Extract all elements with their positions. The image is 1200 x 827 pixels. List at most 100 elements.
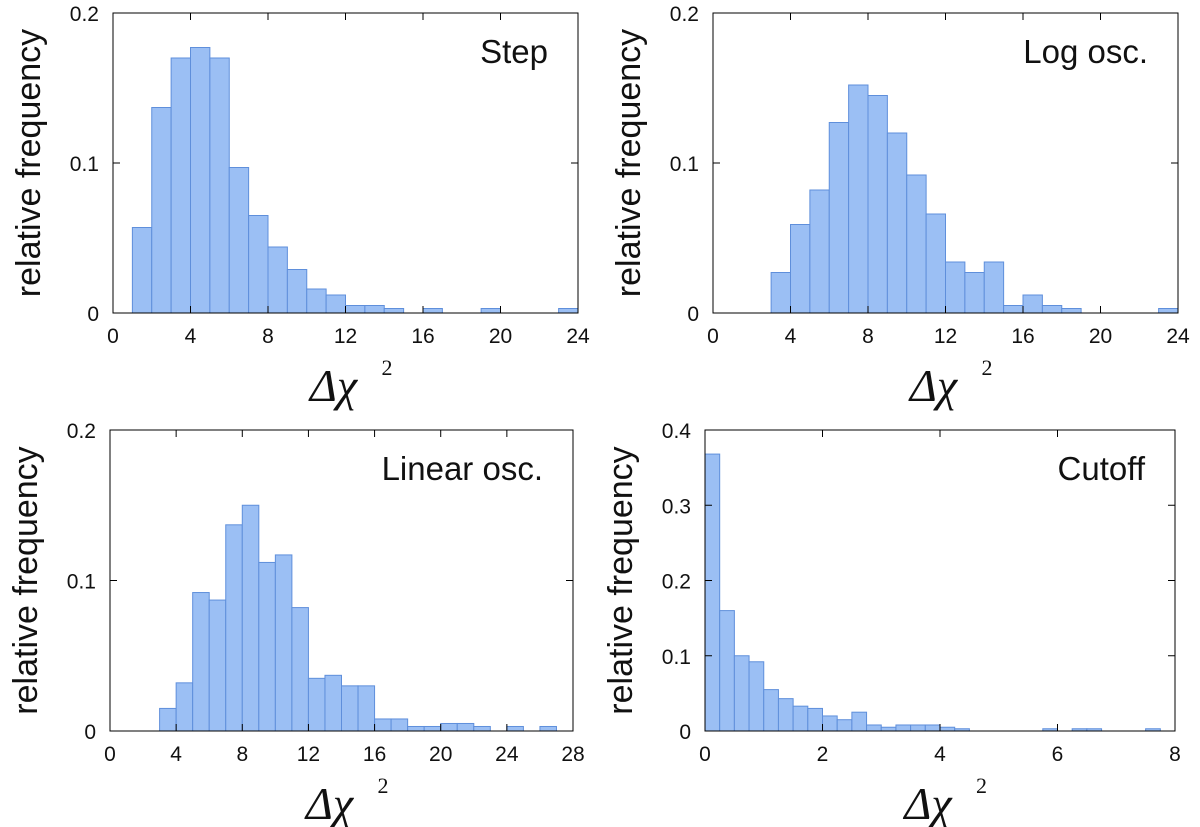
histogram-bar bbox=[325, 294, 346, 314]
x-tick-label: 16 bbox=[1011, 325, 1034, 348]
histogram-bar bbox=[848, 84, 869, 314]
histogram-bar bbox=[357, 685, 376, 732]
histogram-bar bbox=[910, 724, 926, 732]
histogram-bar bbox=[866, 724, 882, 732]
x-tick-label: 28 bbox=[561, 743, 584, 766]
histogram-bar bbox=[777, 698, 794, 732]
histogram-bar bbox=[151, 107, 172, 314]
panel-title: Cutoff bbox=[1058, 450, 1146, 487]
y-tick-label: 0 bbox=[679, 721, 691, 744]
x-tick-label: 0 bbox=[699, 743, 711, 766]
x-tick-label: 24 bbox=[495, 743, 519, 766]
histogram-bar bbox=[241, 504, 260, 732]
histogram-bar bbox=[851, 711, 868, 732]
x-tick-label: 24 bbox=[566, 325, 590, 348]
y-axis-label: relative frequency bbox=[7, 446, 45, 714]
x-axis-label: Δχ bbox=[902, 778, 953, 827]
x-tick-label: 12 bbox=[934, 325, 957, 348]
y-tick-label: 0 bbox=[87, 303, 99, 326]
histogram-bar bbox=[345, 305, 366, 314]
histogram-bar bbox=[719, 610, 735, 732]
histogram-bar bbox=[228, 167, 250, 314]
histogram-bar bbox=[291, 607, 309, 732]
histogram-bar bbox=[1158, 308, 1179, 314]
histogram-bar bbox=[170, 57, 191, 314]
histogram-bar bbox=[945, 261, 966, 314]
x-tick-label: 16 bbox=[363, 743, 386, 766]
x-tick-label: 16 bbox=[411, 325, 434, 348]
x-tick-label: 8 bbox=[1169, 743, 1181, 766]
y-tick-label: 0.4 bbox=[662, 420, 692, 443]
histogram-bar bbox=[364, 305, 385, 314]
histogram-bar bbox=[307, 677, 326, 732]
histogram-bar bbox=[390, 718, 409, 732]
y-tick-label: 0 bbox=[687, 303, 699, 326]
y-tick-label: 0 bbox=[84, 721, 96, 744]
histogram-bar bbox=[792, 705, 809, 732]
x-tick-label: 4 bbox=[185, 325, 197, 348]
y-axis-label: relative frequency bbox=[610, 29, 648, 297]
histogram-bar bbox=[886, 132, 908, 314]
histogram-bar bbox=[209, 57, 230, 314]
x-tick-label: 8 bbox=[862, 325, 874, 348]
x-tick-label: 8 bbox=[262, 325, 274, 348]
histogram-bar bbox=[208, 599, 227, 732]
histogram-bar bbox=[790, 224, 811, 314]
histogram-panel: 0 2 4 6 8 0 0.1 0.2 0.3 0.4 relative frequency Δχ 2 C… bbox=[602, 420, 1181, 827]
histogram-bar bbox=[1041, 305, 1063, 314]
histogram-bar bbox=[867, 95, 888, 314]
histogram-bar bbox=[506, 725, 524, 732]
x-axis-label: Δχ bbox=[304, 778, 355, 827]
histogram-bar bbox=[192, 592, 210, 732]
x-tick-label: 0 bbox=[107, 325, 119, 348]
histogram-bar bbox=[440, 722, 458, 732]
x-tick-label: 6 bbox=[1052, 743, 1064, 766]
histogram-panel: 0 4 8 12 16 20 24 0 0.1 0.2 relative frequency Δχ 2 S… bbox=[10, 3, 590, 411]
histogram-bar bbox=[836, 719, 853, 732]
histogram-bar bbox=[828, 122, 850, 314]
x-tick-label: 0 bbox=[104, 743, 116, 766]
histogram-panel: 0 4 8 12 16 20 24 28 0 0.1 0.2 relative frequency Δχ… bbox=[7, 420, 585, 827]
histogram-bar bbox=[925, 213, 946, 314]
x-axis-label-superscript: 2 bbox=[378, 773, 389, 798]
histogram-bar bbox=[407, 725, 425, 732]
histogram-bar bbox=[374, 718, 392, 732]
x-axis-label-superscript: 2 bbox=[976, 773, 987, 798]
x-tick-label: 12 bbox=[297, 743, 320, 766]
x-tick-label: 12 bbox=[334, 325, 357, 348]
histogram-bar bbox=[822, 715, 838, 732]
histogram-panel: 0 4 8 12 16 20 24 0 0.1 0.2 relative frequency Δχ 2 L… bbox=[610, 3, 1190, 411]
y-tick-label: 0.1 bbox=[67, 571, 96, 594]
histogram-bar bbox=[248, 215, 269, 314]
histogram-bar bbox=[704, 453, 721, 732]
histogram-bar bbox=[924, 724, 941, 732]
x-tick-label: 0 bbox=[707, 325, 719, 348]
histogram-bar bbox=[1061, 308, 1082, 314]
y-axis-label: relative frequency bbox=[10, 29, 48, 297]
histogram-bar bbox=[939, 726, 956, 732]
histogram-bar bbox=[131, 227, 153, 314]
histogram-bar bbox=[258, 561, 276, 732]
x-axis-label: Δχ bbox=[308, 360, 359, 411]
histogram-bar bbox=[306, 288, 327, 314]
histogram-bar bbox=[964, 272, 985, 314]
histogram-bar bbox=[895, 724, 912, 732]
y-tick-label: 0.2 bbox=[670, 3, 699, 26]
histogram-bar bbox=[341, 685, 359, 732]
x-tick-label: 4 bbox=[170, 743, 182, 766]
x-tick-label: 24 bbox=[1166, 325, 1190, 348]
histogram-bar bbox=[763, 689, 779, 732]
histogram-bar bbox=[733, 655, 750, 732]
y-tick-label: 0.3 bbox=[662, 495, 691, 518]
x-tick-label: 4 bbox=[934, 743, 946, 766]
y-tick-label: 0.1 bbox=[662, 646, 691, 669]
histogram-bar bbox=[324, 674, 343, 732]
histogram-bar bbox=[423, 725, 442, 732]
histogram-bar bbox=[175, 682, 194, 732]
histogram-bar bbox=[1003, 305, 1024, 314]
histogram-bar bbox=[880, 726, 897, 732]
histogram-bar bbox=[906, 174, 927, 314]
histogram-bar bbox=[383, 308, 405, 314]
histogram-bar bbox=[422, 308, 443, 314]
histogram-bar bbox=[770, 272, 791, 314]
